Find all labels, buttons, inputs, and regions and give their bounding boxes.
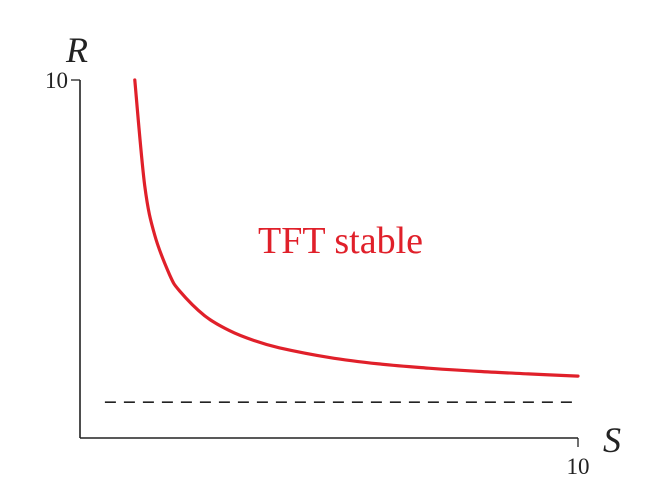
axes-layer: 10 10 bbox=[45, 68, 590, 479]
tft-stability-curve bbox=[133, 78, 580, 378]
series-layer bbox=[104, 78, 580, 403]
y-tick-label: 10 bbox=[45, 68, 68, 93]
x-tick-label: 10 bbox=[567, 454, 590, 479]
y-axis-label: R bbox=[65, 30, 88, 70]
x-axis-label: S bbox=[603, 420, 621, 460]
annotation-tft-stable: TFT stable bbox=[258, 220, 423, 262]
text-layer: TFT stable R S bbox=[65, 30, 621, 460]
